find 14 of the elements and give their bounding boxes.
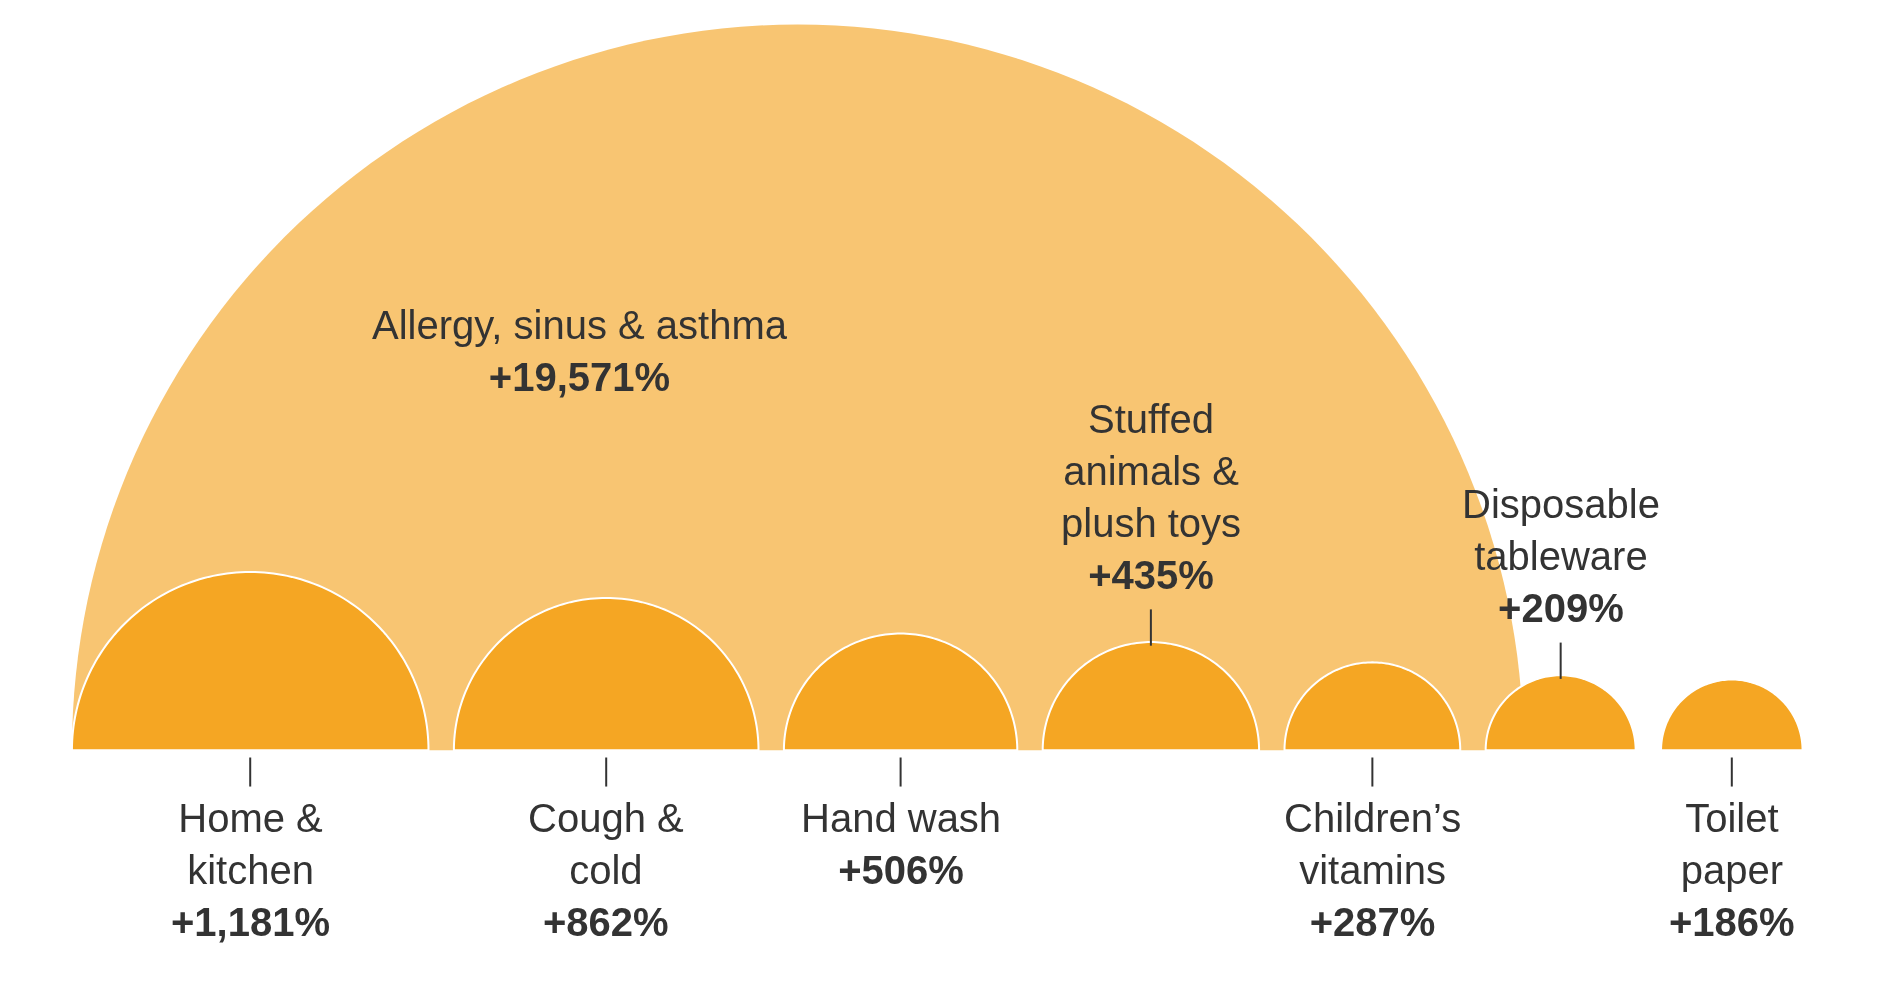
data-label: +1,181% — [171, 900, 331, 944]
data-label: +287% — [1309, 900, 1436, 944]
category-label: Children’s vitamins — [1284, 796, 1462, 892]
data-label: +506% — [838, 848, 964, 892]
category-label: Home & kitchen — [178, 796, 324, 892]
data-label: +435% — [1088, 553, 1214, 597]
category-label: Allergy, sinus & asthma — [372, 303, 788, 347]
data-label: +186% — [1669, 900, 1795, 944]
data-label: +19,571% — [488, 355, 671, 399]
data-label: +862% — [543, 900, 669, 944]
category-label: Hand wash — [801, 796, 1002, 840]
category-label: Stuffed animals & plush toys — [1061, 397, 1242, 545]
category-label: Toilet paper — [1680, 796, 1783, 892]
category-label: Cough & cold — [528, 796, 684, 892]
